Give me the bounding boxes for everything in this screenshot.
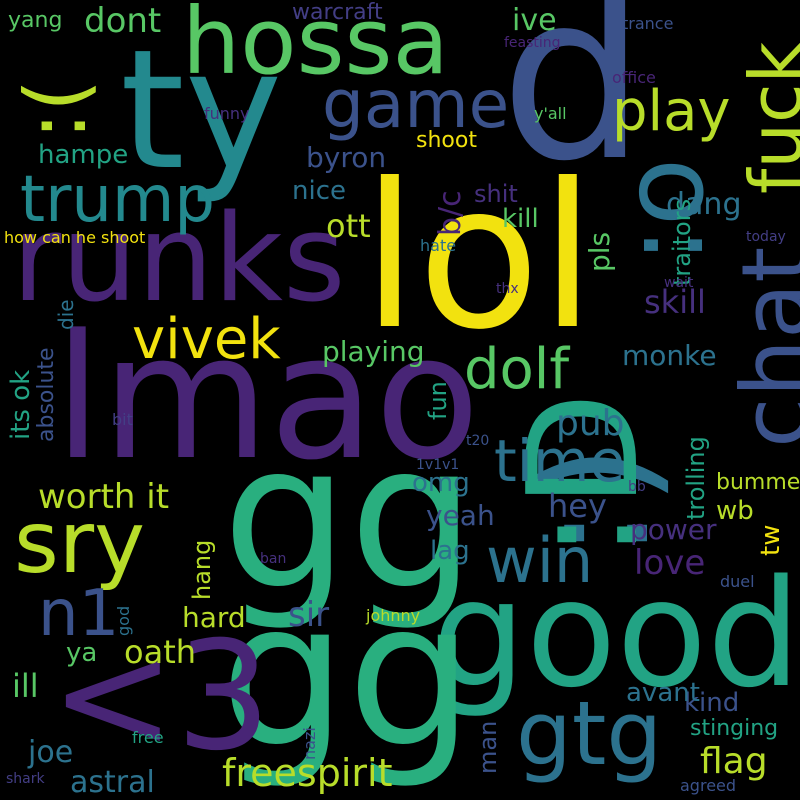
word-shark: shark <box>6 771 45 787</box>
word-sir: sir <box>288 595 330 635</box>
word-love: love <box>634 543 706 583</box>
word-game: game <box>322 66 510 143</box>
word-ya: ya <box>66 638 98 668</box>
word-agreed: agreed <box>680 776 737 795</box>
word-bb: bb <box>628 479 646 495</box>
word-ott: ott <box>326 207 371 245</box>
word-vivek: vivek <box>132 307 281 372</box>
word-shoot: shoot <box>416 128 477 153</box>
word-stinging: stinging <box>690 716 779 741</box>
word-gtg: gtg <box>516 682 663 785</box>
word-trump: trump <box>20 163 215 237</box>
word-kill: kill <box>502 204 539 234</box>
word-dolf: dolf <box>464 337 570 402</box>
word-t20: t20 <box>466 433 490 449</box>
word-win: win <box>486 524 594 597</box>
word-duel: duel <box>720 572 755 591</box>
word-absolute: absolute <box>34 347 59 442</box>
word-chat: chat <box>722 246 800 448</box>
word-lmao: lmao <box>54 297 480 498</box>
word-free: free <box>132 728 164 747</box>
word-shit: b/c <box>433 190 468 236</box>
word-yeah: yeah <box>426 499 495 532</box>
word-gg-1: gg <box>222 401 476 634</box>
word-playing: playing <box>322 335 425 368</box>
word-worth-it: worth it <box>38 477 170 517</box>
word-nice: nice <box>292 176 346 206</box>
word-skill: skill <box>644 283 706 321</box>
word-heart: <3 <box>50 610 272 784</box>
word-time: time <box>494 427 626 495</box>
word-monke: monke <box>622 339 717 372</box>
word-dang: dang <box>666 187 742 222</box>
word-wb: wb <box>716 496 754 526</box>
word-bc: shit <box>474 180 518 208</box>
word-man: man <box>474 720 502 774</box>
word-warcraft: warcraft <box>292 0 383 25</box>
word-good: good <box>432 548 800 720</box>
word-oath: oath <box>124 633 197 671</box>
word-sry: sry <box>14 493 146 593</box>
word-lol: lol <box>362 141 596 374</box>
word-funny: funny <box>204 104 250 123</box>
word-fun: fun <box>424 381 452 420</box>
word-pls: pls <box>583 231 616 272</box>
word-johnny: johnny <box>366 606 421 625</box>
word-lag: lag <box>430 536 470 566</box>
word-ban: ban <box>260 551 287 567</box>
word-d: d <box>500 0 646 212</box>
word-trolling: trolling <box>682 436 710 520</box>
word-how-can-he-shoot: how can he shoot <box>4 228 146 247</box>
word-die: die <box>54 299 78 330</box>
word-hey: hey <box>548 487 607 525</box>
word-ill: ill <box>12 667 39 705</box>
word-astral: astral <box>70 765 155 800</box>
word-hampe: hampe <box>38 140 129 170</box>
word-feasting: feasting <box>504 35 561 51</box>
word-hang: hang <box>188 539 216 600</box>
word-traitors: traitors <box>668 198 696 286</box>
word-gg-2: gg <box>220 559 474 792</box>
word-ty: ty <box>120 14 283 206</box>
word-hate: hate <box>420 236 457 255</box>
word-play: play <box>612 79 731 144</box>
word-nazi: nazi <box>300 727 319 760</box>
word-omg: omg <box>412 468 470 498</box>
word-office: office <box>612 68 656 87</box>
word-kind: kind <box>684 688 740 718</box>
word-bit: bit <box>112 410 133 429</box>
word-its-ok: its ok <box>6 369 36 440</box>
word-dont: dont <box>84 1 162 41</box>
word-yang: yang <box>8 8 63 33</box>
word-fuck: fuck <box>734 41 800 194</box>
word-ive: ive <box>512 3 557 38</box>
word-thx: thx <box>496 281 519 297</box>
word-god: god <box>114 605 133 636</box>
word-freespirit: freespirit <box>222 751 393 795</box>
word-avant: avant <box>626 678 700 708</box>
word-flag: flag <box>700 741 768 782</box>
word-joe: joe <box>28 735 74 770</box>
word-tw: tw <box>756 524 786 556</box>
word-byron: byron <box>306 141 387 174</box>
word-n1: n1 <box>38 577 120 651</box>
word-pub: pub <box>556 403 625 444</box>
word-trance: trance <box>622 14 674 33</box>
word-sad: :( <box>7 78 105 140</box>
word-bummer: bummer <box>716 470 800 495</box>
word-wait: wait <box>664 275 694 291</box>
word-runks: runks <box>12 190 346 329</box>
word-today: today <box>746 229 786 245</box>
word-1v1v1: 1v1v1 <box>416 457 460 473</box>
word-hossa: hossa <box>182 0 449 95</box>
word-yall: y'all <box>534 104 567 123</box>
word-power: power <box>630 513 717 546</box>
word-hard: hard <box>182 601 246 634</box>
